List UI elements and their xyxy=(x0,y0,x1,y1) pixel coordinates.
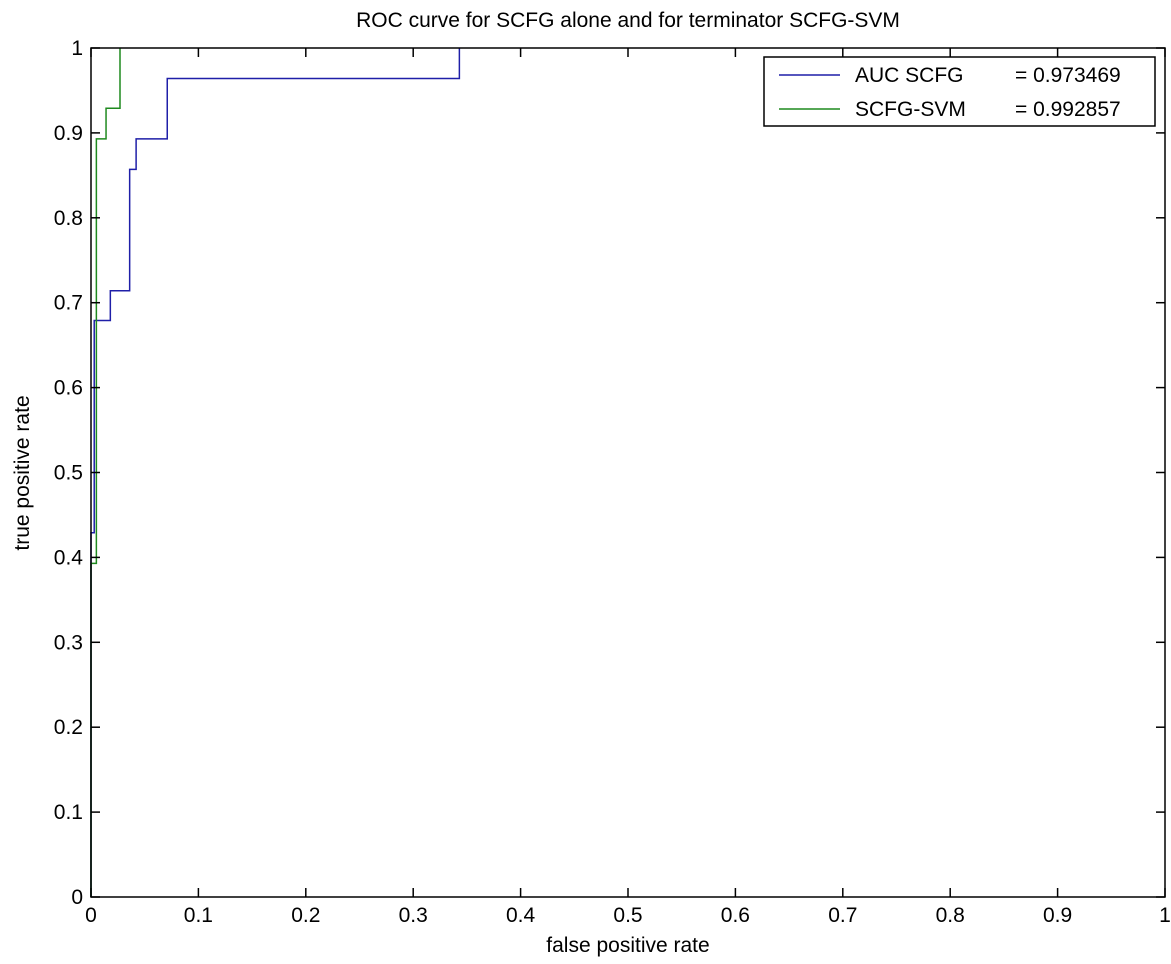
y-tick-label: 0.1 xyxy=(54,801,83,824)
y-tick-label: 0.3 xyxy=(54,631,83,654)
x-tick-label: 0.7 xyxy=(828,904,857,927)
y-tick-label: 1 xyxy=(71,37,83,60)
plot-frame xyxy=(90,47,1166,898)
y-axis-label: true positive rate xyxy=(11,395,34,550)
legend: AUC SCFG = 0.973469 SCFG-SVM = 0.992857 xyxy=(763,56,1156,127)
series-layer xyxy=(90,48,461,897)
legend-value-scfg-svm: = 0.992857 xyxy=(1015,98,1121,121)
legend-label-scfg-svm: SCFG-SVM xyxy=(855,98,966,121)
y-tick-label: 0.4 xyxy=(54,546,84,569)
x-tick-label: 0.4 xyxy=(506,904,536,927)
x-axis-label: false positive rate xyxy=(546,934,709,957)
legend-value-scfg: = 0.973469 xyxy=(1015,64,1121,87)
x-tick-label: 0.5 xyxy=(613,904,642,927)
series-line-auc-scfg xyxy=(90,48,461,897)
x-tick-label: 0.3 xyxy=(399,904,428,927)
y-tick-label: 0.2 xyxy=(54,716,83,739)
ticks-layer: 0 0.1 0.2 0.3 0.4 0.5 0.6 0.7 0.8 0.9 1 0 0.1 0.2 0.3 0… xyxy=(54,37,1171,927)
legend-label-scfg: AUC SCFG xyxy=(855,64,964,87)
legend-box xyxy=(763,56,1156,127)
y-tick-label: 0.7 xyxy=(54,292,83,315)
x-tick-label: 0.2 xyxy=(291,904,320,927)
x-tick-label: 0.1 xyxy=(184,904,213,927)
x-tick-label: 0.6 xyxy=(721,904,750,927)
y-tick-label: 0 xyxy=(71,886,83,909)
y-tick-label: 0.9 xyxy=(54,122,83,145)
chart-title: ROC curve for SCFG alone and for termina… xyxy=(356,9,900,32)
x-tick-label: 1 xyxy=(1159,904,1171,927)
x-tick-label: 0.8 xyxy=(936,904,965,927)
x-tick-label: 0 xyxy=(85,904,97,927)
x-tick-label: 0.9 xyxy=(1043,904,1072,927)
y-tick-label: 0.5 xyxy=(54,462,83,485)
y-tick-label: 0.6 xyxy=(54,377,83,400)
series-line-scfg-svm xyxy=(90,48,121,897)
y-tick-label: 0.8 xyxy=(54,207,83,230)
